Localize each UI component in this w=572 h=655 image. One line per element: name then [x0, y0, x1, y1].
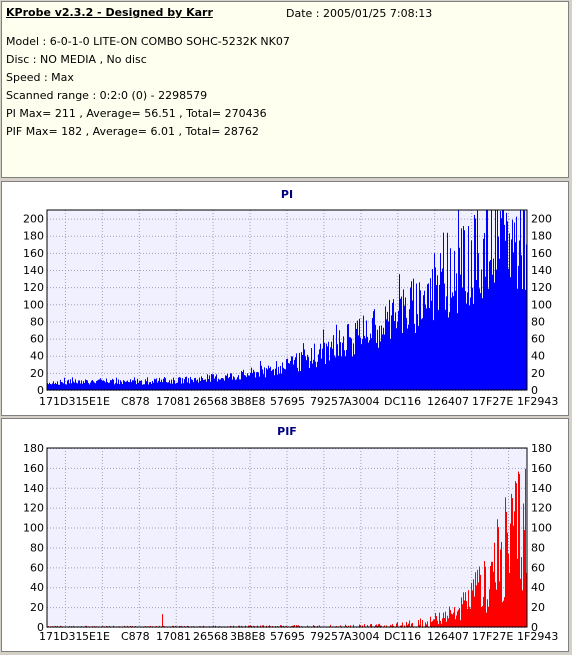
pif-summary-line: PIF Max= 182 , Average= 6.01 , Total= 28… [6, 125, 259, 138]
x-tick-label: 1F2943 [517, 630, 558, 643]
y-tick-label-right: 140 [531, 482, 552, 495]
x-tick-label: 126407 [427, 395, 469, 408]
y-tick-label-right: 140 [531, 264, 552, 277]
x-tick-label: 26568 [193, 395, 228, 408]
y-tick-label-left: 160 [23, 462, 44, 475]
x-tick-label: 79257 [310, 395, 345, 408]
y-tick-label-right: 100 [531, 522, 552, 535]
y-tick-label-right: 40 [531, 350, 545, 363]
y-tick-label-left: 0 [37, 384, 44, 397]
y-tick-label-right: 60 [531, 333, 545, 346]
x-tick-label: C878 [121, 395, 150, 408]
y-tick-label-left: 20 [30, 367, 44, 380]
x-tick-label: A3004 [344, 630, 380, 643]
x-tick-label: 5E1E [82, 395, 110, 408]
y-tick-label-right: 180 [531, 230, 552, 243]
y-tick-label-right: 160 [531, 247, 552, 260]
y-tick-label-left: 80 [30, 541, 44, 554]
y-tick-label-right: 80 [531, 541, 545, 554]
x-tick-label: 3B8E8 [230, 630, 266, 643]
x-tick-label: 17F27E [472, 395, 513, 408]
x-tick-label: 17081 [156, 630, 191, 643]
app-title: KProbe v2.3.2 - Designed by Karr [6, 6, 213, 19]
x-tick-label: DC116 [384, 395, 421, 408]
x-tick-label: A3004 [344, 395, 380, 408]
scan-date: Date : 2005/01/25 7:08:13 [286, 7, 433, 20]
y-tick-label-left: 60 [30, 561, 44, 574]
y-tick-label-right: 120 [531, 281, 552, 294]
plot-frame [46, 209, 528, 391]
y-tick-label-right: 0 [531, 621, 538, 634]
x-tick-label: 57695 [270, 395, 305, 408]
pif-chart: PIF 0 0 20 20 40 40 60 60 80 80 100 100 120 120 140 140 1… [23, 425, 558, 643]
y-tick-label-left: 40 [30, 350, 44, 363]
plot-area [46, 447, 528, 628]
x-tick-label: 171D31 [39, 395, 82, 408]
x-tick-label: 17F27E [472, 630, 513, 643]
y-tick-label-left: 0 [37, 621, 44, 634]
y-tick-label-right: 40 [531, 581, 545, 594]
y-tick-label-left: 180 [23, 230, 44, 243]
pi-chart-panel: PI 0 0 20 20 40 40 60 60 80 80 100 100 120 120 140 140 16… [1, 181, 569, 416]
x-tick-label: 171D31 [39, 630, 82, 643]
y-tick-label-right: 200 [531, 213, 552, 226]
pi-summary-line: PI Max= 211 , Average= 56.51 , Total= 27… [6, 107, 267, 120]
x-tick-label: 17081 [156, 395, 191, 408]
x-tick-label: 79257 [310, 630, 345, 643]
y-tick-label-left: 200 [23, 213, 44, 226]
speed-line: Speed : Max [6, 71, 74, 84]
y-tick-label-right: 80 [531, 315, 545, 328]
y-tick-label-left: 120 [23, 502, 44, 515]
y-tick-label-left: 40 [30, 581, 44, 594]
y-tick-label-left: 140 [23, 482, 44, 495]
x-tick-label: DC116 [384, 630, 421, 643]
y-tick-label-right: 120 [531, 502, 552, 515]
disc-line: Disc : NO MEDIA , No disc [6, 53, 147, 66]
x-tick-label: 3B8E8 [230, 395, 266, 408]
y-tick-label-left: 100 [23, 298, 44, 311]
model-line: Model : 6-0-1-0 LITE-ON COMBO SOHC-5232K… [6, 35, 290, 48]
x-tick-label: 1F2943 [517, 395, 558, 408]
x-tick-label: 126407 [427, 630, 469, 643]
x-tick-label: C878 [121, 630, 150, 643]
pi-chart: PI 0 0 20 20 40 40 60 60 80 80 100 100 120 120 140 140 16… [23, 188, 558, 408]
y-tick-label-left: 100 [23, 522, 44, 535]
x-tick-label: 5E1E [82, 630, 110, 643]
y-tick-label-right: 60 [531, 561, 545, 574]
y-tick-label-right: 100 [531, 298, 552, 311]
chart-title: PI [281, 188, 293, 201]
y-tick-label-left: 180 [23, 442, 44, 455]
y-tick-label-left: 80 [30, 315, 44, 328]
chart-title: PIF [277, 425, 297, 438]
scanned-range-line: Scanned range : 0:2:0 (0) - 2298579 [6, 89, 208, 102]
x-tick-label: 26568 [193, 630, 228, 643]
y-tick-label-right: 0 [531, 384, 538, 397]
y-tick-label-right: 180 [531, 442, 552, 455]
y-tick-label-right: 20 [531, 601, 545, 614]
y-tick-label-left: 60 [30, 333, 44, 346]
y-tick-label-right: 160 [531, 462, 552, 475]
x-tick-label: 57695 [270, 630, 305, 643]
y-tick-label-right: 20 [531, 367, 545, 380]
info-panel: KProbe v2.3.2 - Designed by Karr Date : … [1, 1, 569, 178]
pif-chart-panel: PIF 0 0 20 20 40 40 60 60 80 80 100 100 120 120 140 140 1… [1, 418, 569, 652]
y-tick-label-left: 20 [30, 601, 44, 614]
y-tick-label-left: 140 [23, 264, 44, 277]
y-tick-label-left: 120 [23, 281, 44, 294]
y-tick-label-left: 160 [23, 247, 44, 260]
plot-frame [46, 447, 528, 628]
